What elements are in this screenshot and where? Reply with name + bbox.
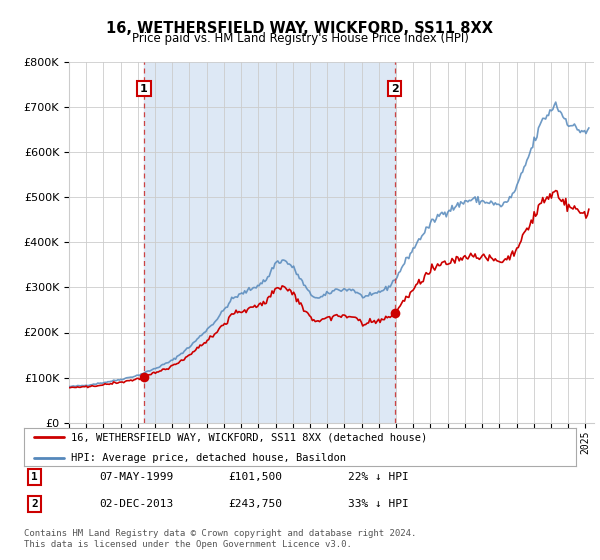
Text: Contains HM Land Registry data © Crown copyright and database right 2024.
This d: Contains HM Land Registry data © Crown c… [24, 529, 416, 549]
Text: 02-DEC-2013: 02-DEC-2013 [99, 499, 173, 509]
Text: 07-MAY-1999: 07-MAY-1999 [99, 472, 173, 482]
Text: 16, WETHERSFIELD WAY, WICKFORD, SS11 8XX: 16, WETHERSFIELD WAY, WICKFORD, SS11 8XX [107, 21, 493, 36]
Text: 22% ↓ HPI: 22% ↓ HPI [348, 472, 409, 482]
Text: 33% ↓ HPI: 33% ↓ HPI [348, 499, 409, 509]
Text: 1: 1 [140, 83, 148, 94]
Text: £243,750: £243,750 [228, 499, 282, 509]
Text: 1: 1 [31, 472, 38, 482]
Text: Price paid vs. HM Land Registry's House Price Index (HPI): Price paid vs. HM Land Registry's House … [131, 32, 469, 45]
Text: HPI: Average price, detached house, Basildon: HPI: Average price, detached house, Basi… [71, 452, 346, 463]
Text: 2: 2 [391, 83, 398, 94]
Text: 16, WETHERSFIELD WAY, WICKFORD, SS11 8XX (detached house): 16, WETHERSFIELD WAY, WICKFORD, SS11 8XX… [71, 432, 427, 442]
Bar [144, 62, 395, 423]
Text: £101,500: £101,500 [228, 472, 282, 482]
Text: 2: 2 [31, 499, 38, 509]
